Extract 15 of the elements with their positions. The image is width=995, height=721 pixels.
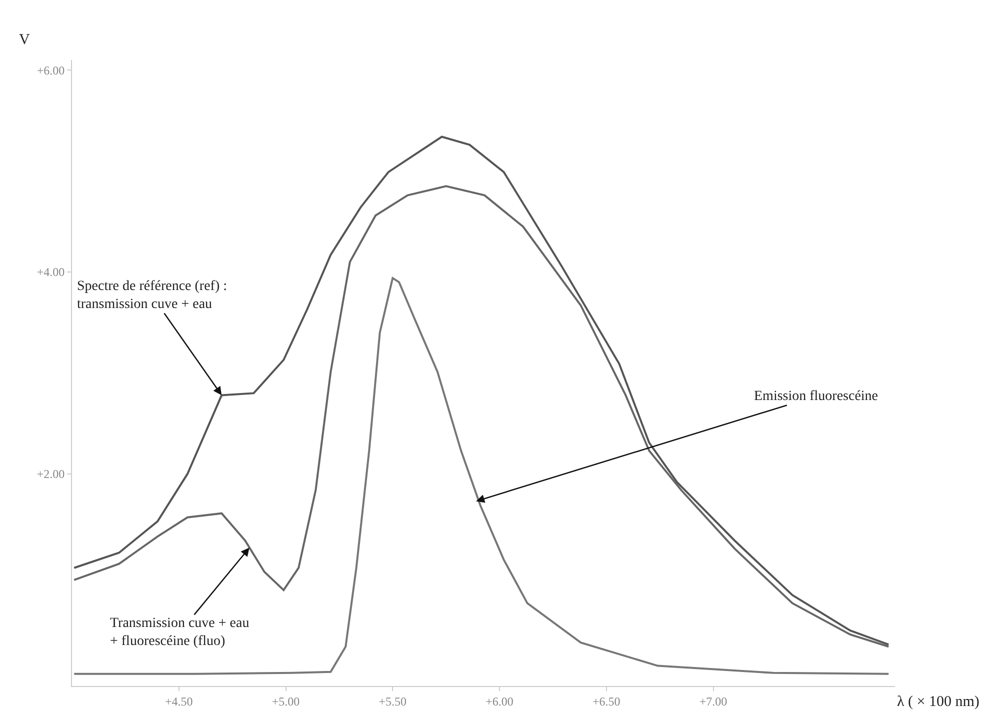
- x-tick-label: +5.00: [272, 694, 300, 708]
- x-tick-label: +5.50: [378, 694, 407, 708]
- annotation: Transmission cuve + eau + fluorescéine (fluo): [110, 616, 250, 650]
- annotation: Emission fluorescéine: [754, 389, 878, 404]
- x-tick-label: +6.50: [592, 694, 620, 708]
- y-axis-title: V: [19, 32, 30, 48]
- x-axis-title: λ ( × 100 nm): [897, 694, 980, 710]
- x-tick-label: +4.50: [164, 694, 193, 708]
- x-tick-label: +6.00: [486, 694, 514, 708]
- x-tick-label: +7.00: [699, 694, 728, 708]
- annotation: Spectre de référence (ref) : transmission cuve + eau: [77, 279, 228, 312]
- y-tick-label: +6.00: [36, 63, 65, 78]
- y-tick-label: +2.00: [36, 467, 65, 482]
- line-series: [73, 277, 890, 675]
- y-tick-label: +4.00: [36, 265, 65, 280]
